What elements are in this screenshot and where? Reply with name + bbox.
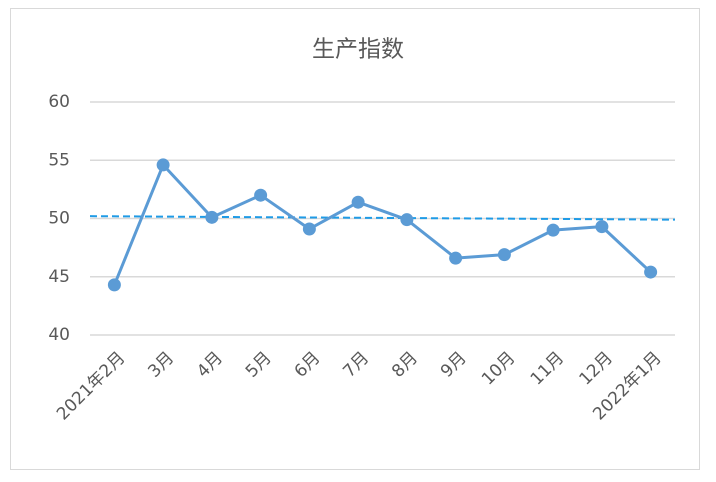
line xyxy=(112,163,652,286)
reference-line xyxy=(89,215,676,221)
point xyxy=(107,278,121,292)
y-tick-label: 60 xyxy=(48,92,70,112)
point xyxy=(351,195,365,209)
y-tick-label: 40 xyxy=(48,325,70,345)
point xyxy=(205,210,219,224)
point xyxy=(400,213,414,227)
chart-border xyxy=(10,8,700,470)
chart-title: 生产指数 xyxy=(312,37,404,63)
y-tick-label: 55 xyxy=(48,150,70,170)
point xyxy=(595,220,609,234)
y-tick-label: 50 xyxy=(48,209,70,229)
point xyxy=(546,223,560,237)
point xyxy=(302,222,316,236)
point xyxy=(644,265,658,279)
point xyxy=(156,158,170,172)
point xyxy=(449,251,463,265)
point xyxy=(254,188,268,202)
y-tick-label: 45 xyxy=(48,267,70,287)
point xyxy=(497,248,511,262)
